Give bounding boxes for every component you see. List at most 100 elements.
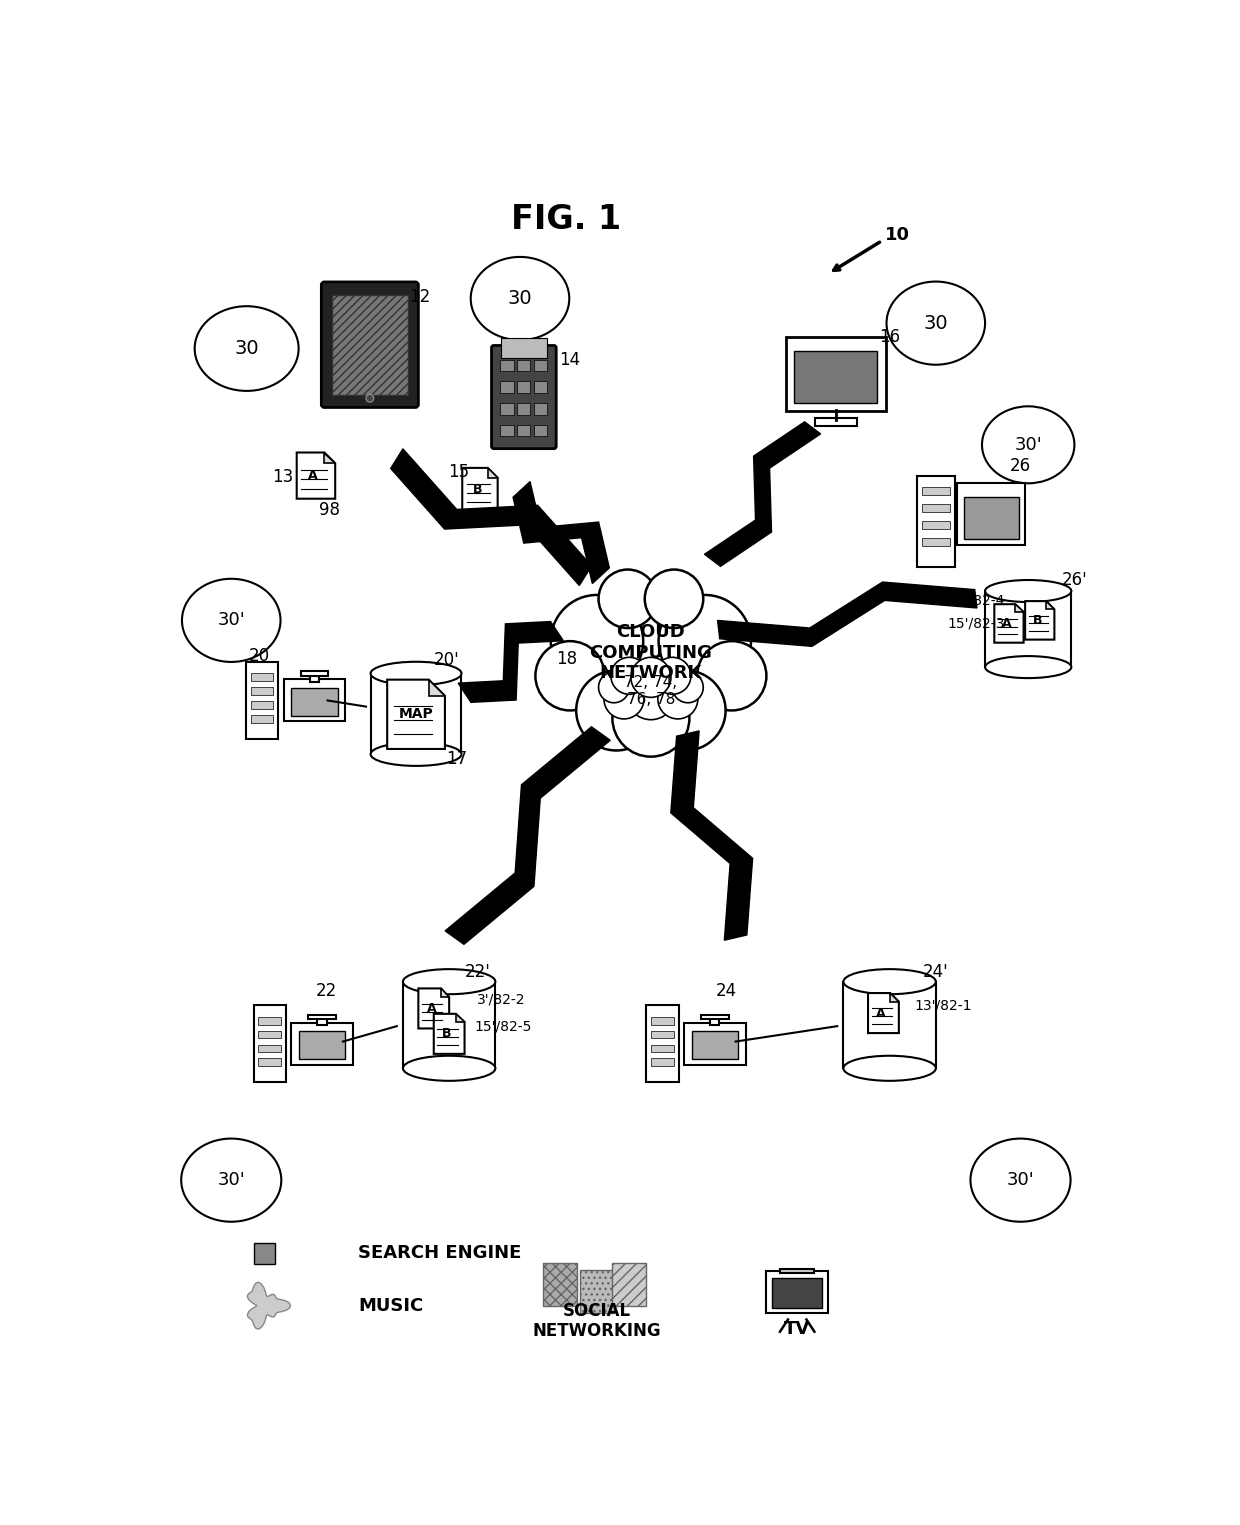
Bar (253, 1243, 275, 1264)
Text: 30': 30' (1014, 436, 1042, 454)
Circle shape (366, 395, 373, 403)
Polygon shape (456, 1014, 465, 1022)
Circle shape (599, 673, 630, 703)
Text: B: B (441, 1028, 451, 1040)
Circle shape (646, 671, 725, 750)
Circle shape (599, 569, 657, 628)
Text: A: A (877, 1006, 885, 1020)
Polygon shape (994, 604, 1023, 642)
Bar (258, 1045, 281, 1052)
Bar (921, 538, 950, 546)
Ellipse shape (195, 307, 299, 390)
Text: 13'/82-4: 13'/82-4 (947, 593, 1004, 607)
Bar (651, 1045, 673, 1052)
Polygon shape (487, 468, 497, 477)
Ellipse shape (182, 580, 280, 662)
Polygon shape (296, 453, 335, 499)
Bar (646, 1005, 678, 1083)
Polygon shape (890, 993, 899, 1002)
Ellipse shape (371, 743, 461, 766)
Polygon shape (418, 988, 449, 1028)
Polygon shape (704, 422, 821, 566)
Bar (258, 1031, 281, 1039)
Bar (309, 1014, 336, 1019)
FancyBboxPatch shape (491, 346, 557, 448)
Circle shape (645, 569, 703, 628)
Text: 10: 10 (885, 226, 910, 244)
Text: 15'/82-3: 15'/82-3 (947, 616, 1004, 630)
Polygon shape (325, 453, 335, 464)
Text: 72, 74,
76, 78: 72, 74, 76, 78 (624, 676, 677, 708)
Ellipse shape (985, 580, 1071, 602)
Circle shape (658, 595, 751, 688)
Text: 26': 26' (1061, 572, 1087, 589)
Bar (580, 1270, 614, 1313)
Bar (258, 1058, 281, 1066)
Text: 30: 30 (507, 290, 532, 308)
Circle shape (536, 640, 605, 711)
Bar (501, 381, 513, 393)
Bar (921, 505, 950, 512)
Polygon shape (391, 448, 591, 586)
Polygon shape (429, 680, 445, 695)
Bar (534, 360, 547, 372)
Bar (534, 424, 547, 436)
Bar (253, 1005, 286, 1083)
Text: 13'/82-1: 13'/82-1 (915, 999, 972, 1013)
Bar (534, 403, 547, 415)
Bar (613, 1263, 646, 1305)
Polygon shape (387, 680, 445, 749)
Text: B: B (472, 483, 482, 496)
Bar (921, 522, 950, 529)
Bar (299, 1031, 345, 1058)
Text: 30': 30' (1007, 1171, 1034, 1190)
Circle shape (672, 673, 703, 703)
Text: 20: 20 (249, 647, 270, 665)
Bar (843, 982, 936, 1069)
Bar (786, 337, 885, 410)
Ellipse shape (403, 970, 495, 994)
Text: 12: 12 (409, 288, 430, 307)
Bar (651, 1017, 673, 1025)
Circle shape (604, 679, 644, 718)
Bar (957, 483, 1025, 544)
Bar (250, 702, 273, 709)
Text: 26: 26 (1009, 458, 1032, 476)
Text: A: A (308, 470, 317, 482)
Polygon shape (1047, 601, 1054, 610)
Bar (317, 1017, 326, 1025)
Polygon shape (445, 727, 610, 944)
Bar (501, 403, 513, 415)
Bar (501, 339, 547, 358)
Bar (651, 1058, 673, 1066)
Bar (371, 674, 461, 755)
Bar (250, 674, 273, 682)
Ellipse shape (985, 656, 1071, 679)
Polygon shape (458, 622, 563, 703)
Polygon shape (718, 583, 977, 647)
Text: 17: 17 (446, 750, 467, 769)
Circle shape (658, 679, 698, 718)
Bar (403, 982, 495, 1069)
Text: 22: 22 (315, 982, 336, 1000)
Text: 16: 16 (879, 328, 900, 346)
Bar (517, 424, 531, 436)
Bar (963, 497, 1019, 540)
Bar (651, 1031, 673, 1039)
Bar (766, 1270, 828, 1313)
Text: 22': 22' (465, 964, 491, 981)
Text: CLOUD
COMPUTING
NETWORK: CLOUD COMPUTING NETWORK (589, 622, 712, 683)
Ellipse shape (843, 970, 936, 994)
Ellipse shape (181, 1139, 281, 1222)
Text: 14: 14 (559, 351, 580, 369)
Bar (985, 592, 1071, 666)
Text: A: A (1002, 618, 1012, 630)
Ellipse shape (843, 1055, 936, 1081)
Bar (773, 1278, 822, 1308)
Ellipse shape (403, 1055, 495, 1081)
Bar (517, 381, 531, 393)
Ellipse shape (471, 256, 569, 340)
Ellipse shape (371, 662, 461, 685)
Text: MUSIC: MUSIC (358, 1296, 424, 1315)
Text: 15: 15 (448, 462, 469, 480)
